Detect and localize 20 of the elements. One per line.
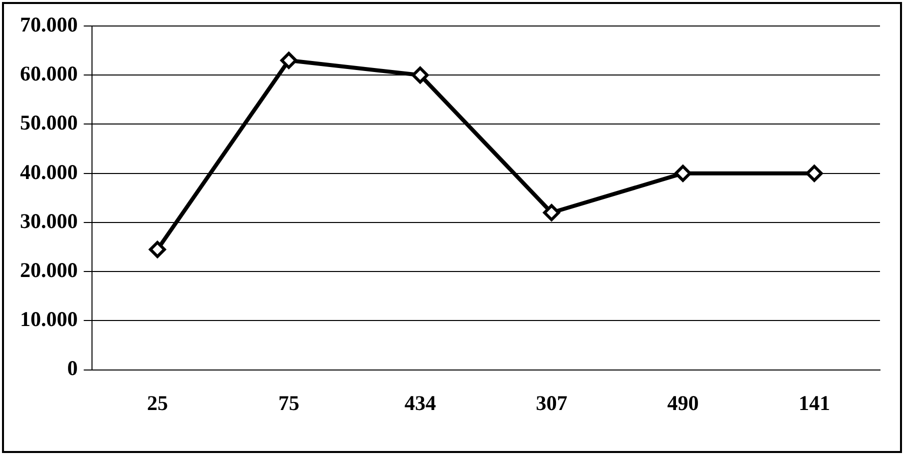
- x-tick-label: 25: [146, 390, 168, 415]
- x-tick-label: 434: [404, 390, 436, 415]
- x-tick-label: 141: [798, 390, 830, 415]
- point: [674, 164, 692, 182]
- point: [148, 240, 166, 258]
- x-tick-label: 490: [667, 390, 699, 415]
- y-tick-label: 20.000: [20, 258, 78, 282]
- point: [280, 52, 298, 69]
- x-tick-label: 75: [278, 390, 300, 415]
- x-tick-label: 307: [536, 390, 568, 415]
- y-tick-label: 30.000: [20, 208, 78, 233]
- point: [412, 66, 429, 84]
- y-tick-label: 40.000: [20, 160, 78, 184]
- y-tick-label: 50.000: [20, 110, 78, 135]
- y-tick-label: 10.000: [20, 307, 78, 332]
- y-tick-label: 70.000: [20, 12, 78, 36]
- point: [806, 164, 823, 182]
- y-tick-label: 0: [67, 356, 78, 380]
- point: [543, 204, 560, 222]
- y-tick-label: 60.000: [20, 62, 78, 86]
